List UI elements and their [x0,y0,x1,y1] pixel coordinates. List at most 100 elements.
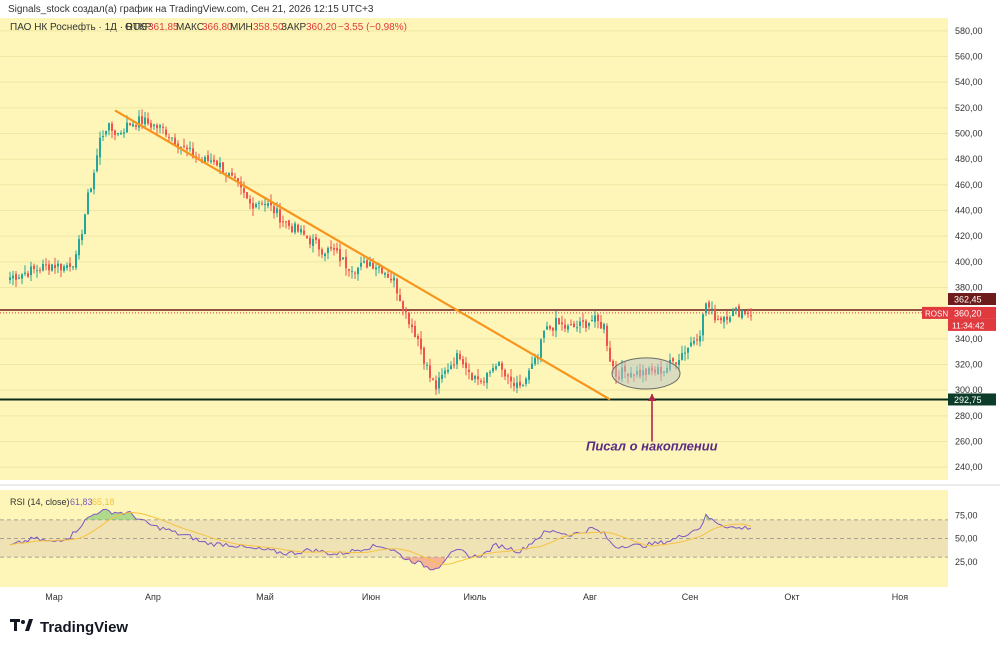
candle-body [561,322,563,325]
candle-body [90,188,92,192]
rsi-label: RSI (14, close) [10,497,70,507]
candle-body [588,322,590,327]
legend-high: 366,80 [202,22,233,33]
time-axis-label: Авг [583,592,598,602]
candle-body [408,313,410,325]
candle-body [252,203,254,209]
candle-body [705,303,707,314]
price-tick-label: 500,00 [955,129,983,139]
chart-svg[interactable]: ПАО НК Роснефть · 1Д · RUS ОТКР 361,85 М… [0,18,1000,606]
ticker-badge-bg [922,306,948,319]
candle-body [474,375,476,380]
candle-body [15,273,17,280]
candle-body [309,237,311,245]
last-price-badge: 360,20 [954,308,982,318]
price-tick-label: 460,00 [955,180,983,190]
price-tick-label: 540,00 [955,77,983,87]
candle-body [126,122,128,133]
rsi-value-1: 61,83 [70,497,93,507]
rsi-tick-label: 75,00 [955,510,978,520]
candle-body [681,353,683,360]
candle-body [357,267,359,275]
candle-body [138,116,140,128]
candle-body [468,369,470,372]
tradingview-logo-icon [10,618,34,637]
candle-body [204,157,206,163]
candle-body [156,124,158,129]
candle-body [558,318,560,325]
candle-body [336,248,338,251]
candle-body [378,266,380,268]
annotation-arrow-head [648,394,656,402]
tradingview-brand[interactable]: TradingView [10,616,128,638]
candle-body [579,321,581,327]
candle-body [36,270,38,272]
candle-body [741,310,743,318]
rsi-ma-line [9,512,752,565]
candle-body [519,381,521,386]
candle-body [678,360,680,366]
candle-body [159,125,161,128]
candle-body [396,278,398,294]
candle-body [498,362,500,366]
candle-body [87,192,89,215]
candle-body [30,266,32,276]
candle-body [723,317,725,323]
candle-body [477,376,479,380]
candle-body [696,339,698,341]
candle-body [525,378,527,384]
candle-body [276,208,278,213]
candle-body [192,148,194,158]
candle-body [549,325,551,329]
candle-body [351,271,353,273]
candle-body [450,365,452,369]
candle-body [231,172,233,176]
price-tick-label: 480,00 [955,154,983,164]
candle-body [534,357,536,365]
candle-body [552,327,554,331]
candle-body [210,160,212,163]
candle-body [141,116,143,124]
candle-body [540,339,542,358]
price-tick-label: 520,00 [955,103,983,113]
candle-body [399,294,401,301]
candle-body [441,374,443,379]
candle-body [288,220,290,226]
candle-body [234,176,236,179]
time-axis-label: Мар [45,592,63,602]
candle-body [255,204,257,208]
candle-body [303,230,305,235]
candle-body [114,130,116,135]
candle-body [447,369,449,372]
trendline [114,109,611,401]
candle-body [546,326,548,330]
candle-body [219,162,221,168]
candle-body [132,124,134,127]
candle-body [162,126,164,128]
candle-body [243,188,245,193]
candle-body [405,310,407,312]
legend-low-label: МИН [230,22,253,33]
candle-body [330,247,332,249]
candle-body [738,306,740,317]
candle-body [675,362,677,365]
candle-body [180,146,182,148]
candle-body [591,319,593,322]
candle-body [402,301,404,311]
candle-body [153,124,155,127]
candle-body [189,147,191,149]
candle-body [711,308,713,310]
candle-body [390,278,392,281]
candle-body [585,320,587,328]
candle-body [387,274,389,278]
candle-body [528,370,530,380]
candle-body [483,381,485,383]
price-tick-label: 240,00 [955,462,983,472]
candle-body [18,277,20,279]
candle-body [312,238,314,246]
chart-container[interactable]: ПАО НК Роснефть · 1Д · RUS ОТКР 361,85 М… [0,18,1000,606]
price-tick-label: 440,00 [955,206,983,216]
candle-body [597,315,599,321]
candle-body [720,317,722,321]
candle-body [267,203,269,206]
